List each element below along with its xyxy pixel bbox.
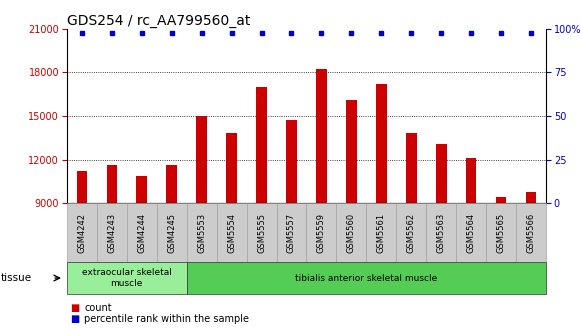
Bar xyxy=(286,120,297,203)
Text: count: count xyxy=(84,303,112,313)
Text: ■: ■ xyxy=(70,314,79,324)
Text: GSM4244: GSM4244 xyxy=(137,213,146,253)
Bar xyxy=(346,100,357,203)
Text: GSM5566: GSM5566 xyxy=(526,213,536,253)
Bar xyxy=(376,84,386,203)
Text: GSM5562: GSM5562 xyxy=(407,213,416,253)
Bar xyxy=(436,143,447,203)
Text: GSM5553: GSM5553 xyxy=(197,213,206,253)
Text: GSM5554: GSM5554 xyxy=(227,213,236,253)
Text: GSM5563: GSM5563 xyxy=(437,213,446,253)
Text: GSM4243: GSM4243 xyxy=(107,213,116,253)
Text: GSM4245: GSM4245 xyxy=(167,213,176,253)
Bar xyxy=(466,158,476,203)
Bar xyxy=(227,133,237,203)
Text: GSM5559: GSM5559 xyxy=(317,213,326,253)
Text: GDS254 / rc_AA799560_at: GDS254 / rc_AA799560_at xyxy=(67,13,250,28)
Bar xyxy=(256,87,267,203)
Text: GSM5557: GSM5557 xyxy=(287,213,296,253)
Bar xyxy=(196,116,207,203)
Text: extraocular skeletal
muscle: extraocular skeletal muscle xyxy=(82,268,171,288)
Text: tibialis anterior skeletal muscle: tibialis anterior skeletal muscle xyxy=(295,274,437,283)
Text: GSM5564: GSM5564 xyxy=(467,213,476,253)
Text: GSM5555: GSM5555 xyxy=(257,213,266,253)
Text: percentile rank within the sample: percentile rank within the sample xyxy=(84,314,249,324)
Bar xyxy=(316,69,327,203)
Bar xyxy=(106,165,117,203)
Text: GSM4242: GSM4242 xyxy=(77,213,87,253)
Bar xyxy=(526,192,536,203)
Bar xyxy=(406,133,417,203)
Text: GSM5560: GSM5560 xyxy=(347,213,356,253)
Text: ■: ■ xyxy=(70,303,79,313)
Bar xyxy=(166,165,177,203)
Bar xyxy=(77,171,87,203)
Text: GSM5561: GSM5561 xyxy=(377,213,386,253)
Text: GSM5565: GSM5565 xyxy=(497,213,505,253)
Bar xyxy=(496,198,507,203)
Bar xyxy=(137,176,147,203)
Text: tissue: tissue xyxy=(1,273,33,283)
